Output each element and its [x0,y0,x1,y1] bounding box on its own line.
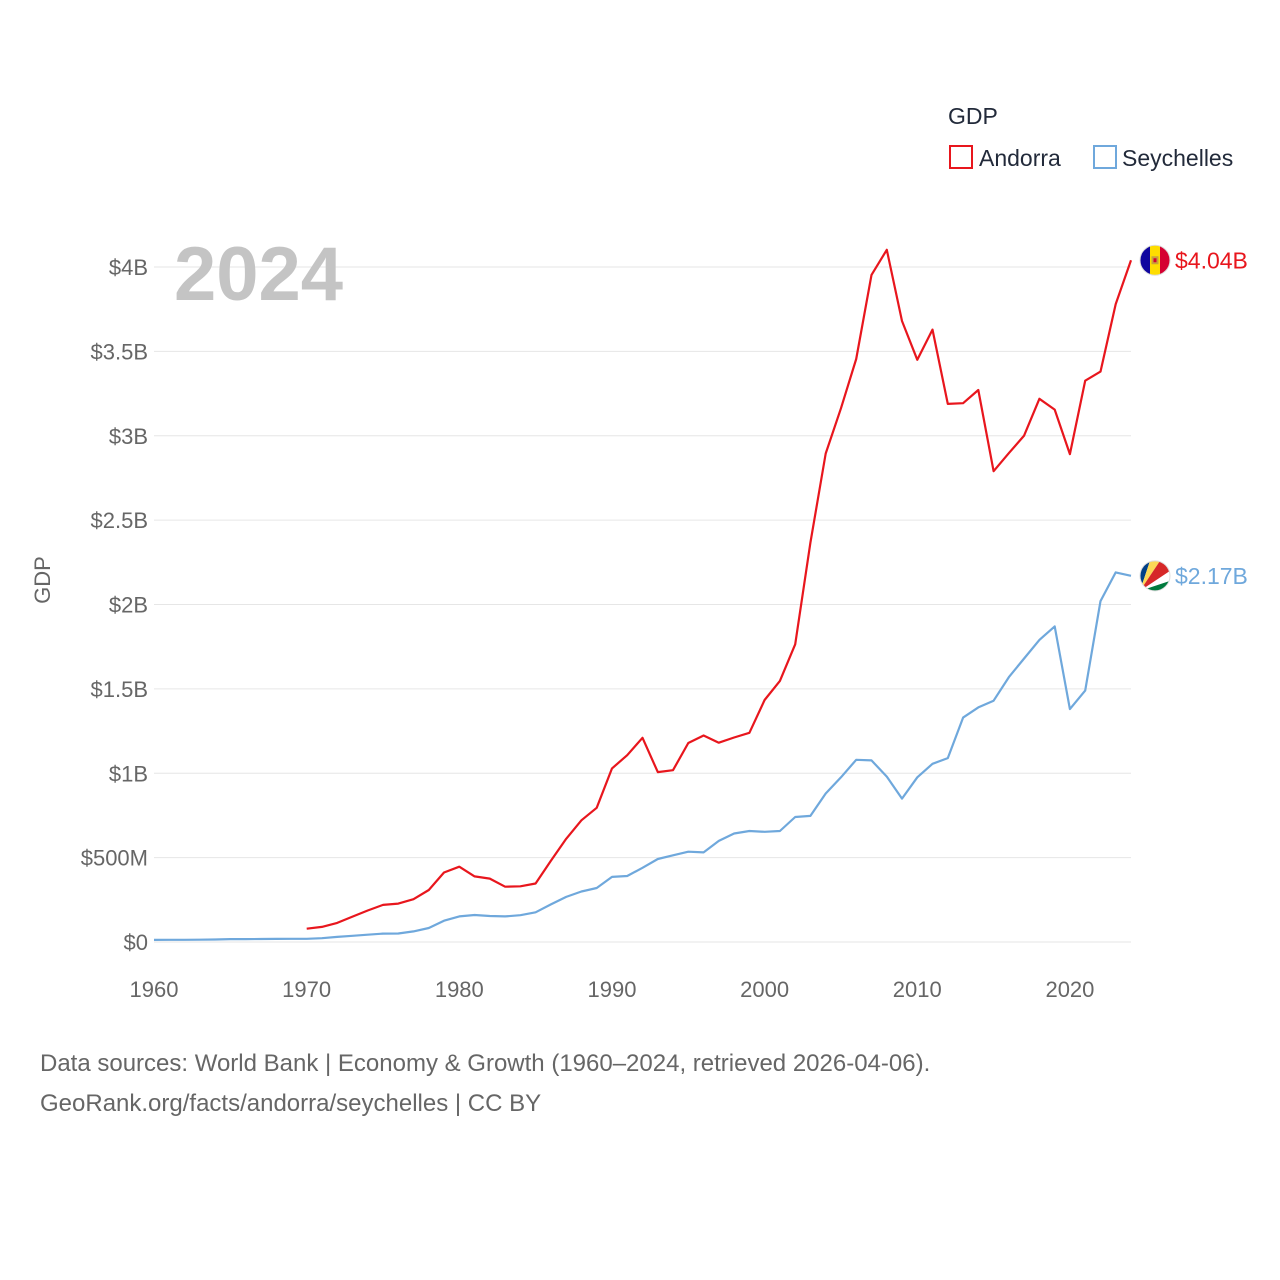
y-tick-label: $2B [109,593,148,618]
series-seychelles: $2.17B [153,560,1248,941]
footer-attribution: GeoRank.org/facts/andorra/seychelles | C… [40,1090,542,1117]
y-tick-label: $1.5B [91,677,149,702]
y-axis-ticks: $0 $500M $1B $1.5B $2B $2.5B $3B $3.5B $4B [81,255,148,955]
x-tick-label: 1960 [130,977,179,1002]
seychelles-flag-icon [1139,560,1171,592]
year-label: 2024 [174,232,343,317]
gridlines [154,266,1131,943]
x-tick-label: 1990 [587,977,636,1002]
y-tick-label: $3.5B [91,339,149,364]
x-tick-label: 2020 [1045,977,1094,1002]
series-line-seychelles[interactable] [153,571,1132,941]
footer-sources: Data sources: World Bank | Economy & Gro… [40,1050,931,1077]
y-tick-label: $1B [109,761,148,786]
legend-title: GDP [948,103,998,129]
legend-label-seychelles[interactable]: Seychelles [1122,145,1233,171]
y-tick-label: $0 [124,930,148,955]
legend-swatch-andorra[interactable] [949,145,973,169]
end-value-label-andorra: $4.04B [1175,247,1248,273]
series-layer: $4.04B $2.17B [153,244,1248,941]
y-tick-label: $4B [109,255,148,280]
y-tick-label: $2.5B [91,508,149,533]
andorra-flag-icon [1139,244,1171,276]
y-axis-title: GDP [30,556,55,604]
x-tick-label: 2010 [893,977,942,1002]
series-line-andorra[interactable] [306,248,1133,930]
y-tick-label: $3B [109,424,148,449]
gdp-line-chart: $0$500M$1B$1.5B$2B$2.5B$3B$3.5B$4B 1960 1… [30,103,1248,1002]
footer: Data sources: World Bank | Economy & Gro… [40,1044,930,1124]
legend-swatch-seychelles[interactable] [1093,145,1117,169]
x-tick-label: 1970 [282,977,331,1002]
legend-label-andorra[interactable]: Andorra [979,145,1061,171]
end-value-label-seychelles: $2.17B [1175,563,1248,589]
series-andorra: $4.04B [306,244,1248,930]
x-axis-ticks: 1960 1970 1980 1990 2000 2010 2020 [130,977,1095,1002]
legend: GDP Andorra Seychelles [948,103,1233,171]
y-tick-label: $500M [81,846,148,871]
x-tick-label: 2000 [740,977,789,1002]
x-tick-label: 1980 [435,977,484,1002]
